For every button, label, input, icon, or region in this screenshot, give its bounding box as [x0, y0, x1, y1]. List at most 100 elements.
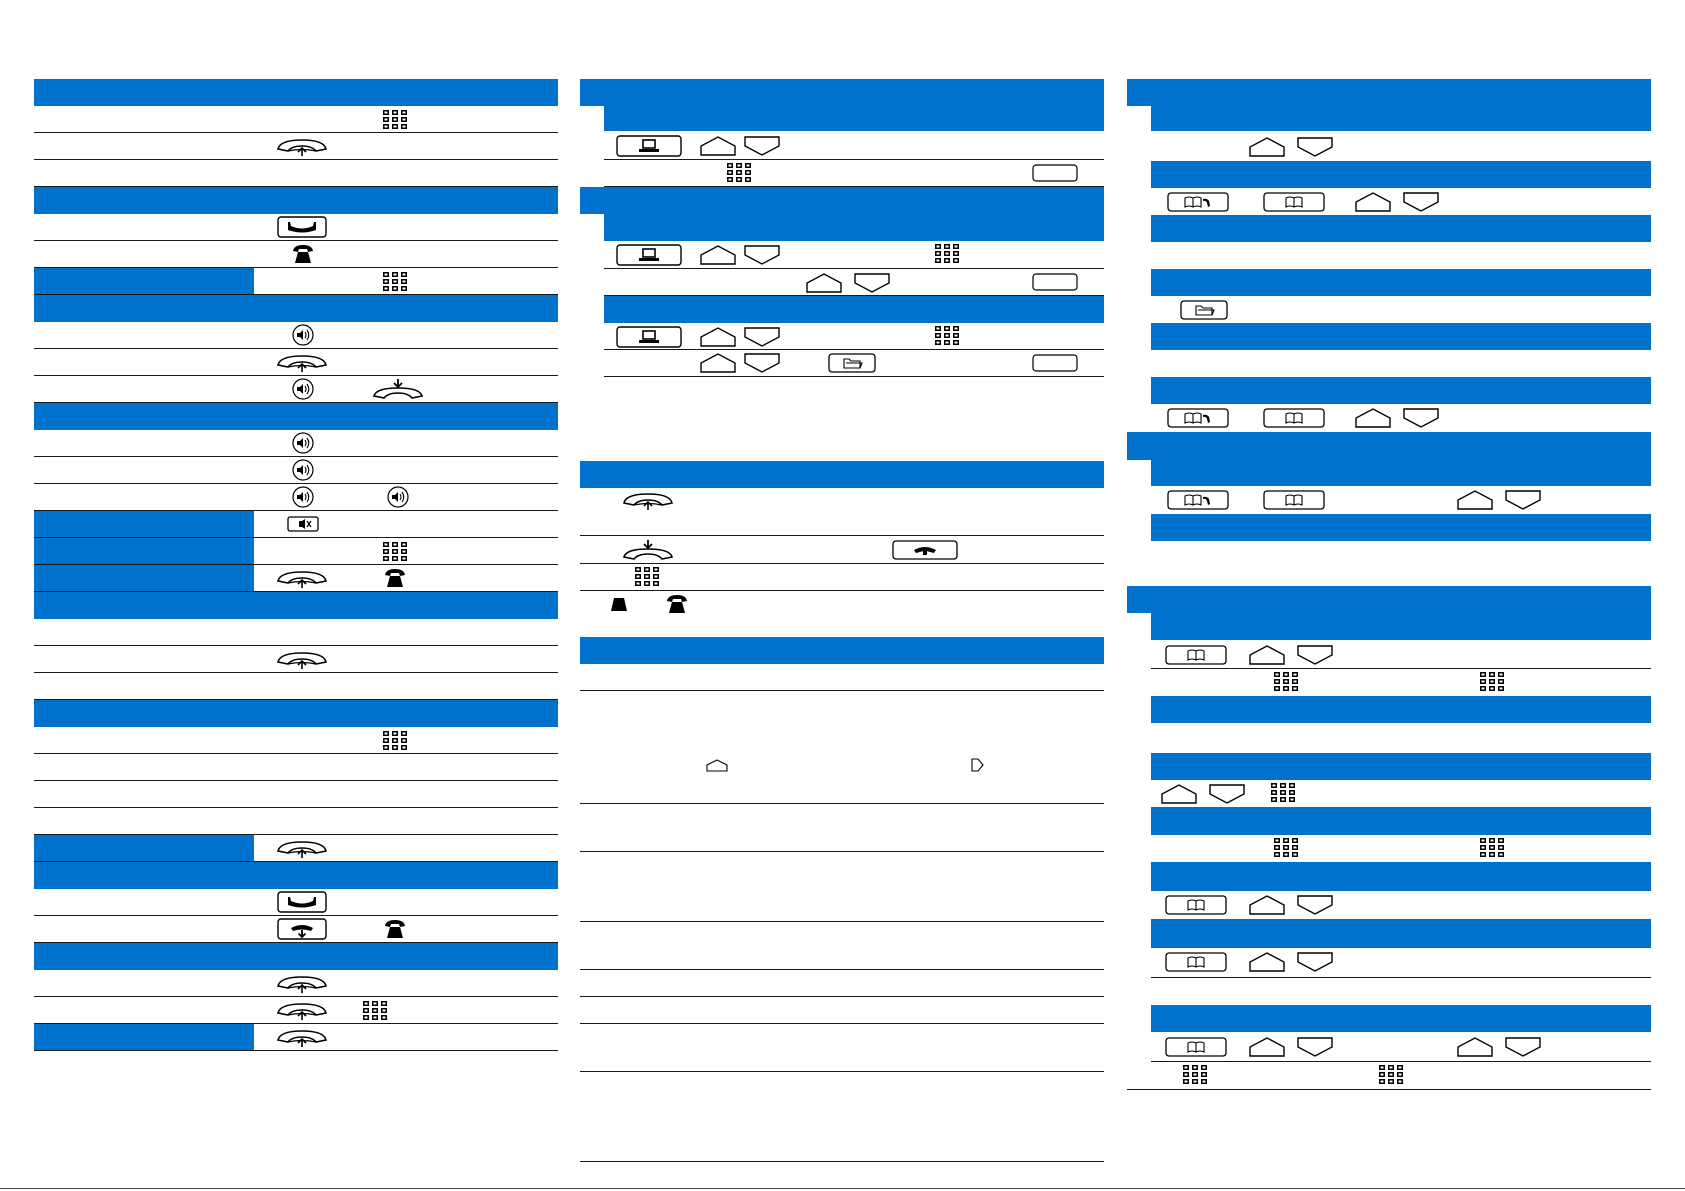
- scroll-up-key-icon: [700, 245, 736, 265]
- section-header: [34, 943, 558, 970]
- release-key-icon: [892, 540, 958, 560]
- subsection-header: [1151, 807, 1651, 835]
- subsection-header: [1151, 377, 1651, 404]
- scroll-down-key-icon: [1403, 408, 1439, 428]
- keypad-icon: [1273, 837, 1299, 859]
- replace-handset-icon: [372, 378, 424, 400]
- subsection-header: [1151, 514, 1651, 541]
- instruction-row: [34, 1024, 558, 1051]
- phonebook-key-icon: [1165, 952, 1227, 972]
- instruction-row: [1151, 669, 1651, 696]
- keypad-icon: [934, 325, 960, 347]
- speaker-icon: [292, 378, 314, 400]
- lift-handset-icon: [276, 650, 328, 670]
- row-label-bar: [34, 835, 254, 861]
- speaker-icon: [292, 324, 314, 346]
- keypad-icon: [726, 162, 752, 184]
- mute-key-icon: [287, 516, 319, 532]
- section-header: [580, 461, 1104, 488]
- instruction-row: [34, 511, 558, 538]
- phone-icon: [666, 593, 688, 615]
- release-key-icon: [277, 216, 327, 238]
- section-header: [580, 187, 1104, 214]
- instruction-row: [580, 1024, 1104, 1072]
- instruction-row: [34, 646, 558, 673]
- scroll-up-key-icon: [700, 327, 736, 347]
- instruction-row: [580, 922, 1104, 970]
- instruction-row: [604, 269, 1104, 296]
- scroll-up-key-icon: [1249, 895, 1285, 915]
- subsection-header: [1151, 613, 1651, 640]
- scroll-down-key-icon: [1297, 1037, 1333, 1057]
- instruction-row: [604, 131, 1104, 160]
- release-key-icon: [277, 891, 327, 913]
- scroll-up-key-icon: [1249, 137, 1285, 157]
- keypad-icon: [362, 1000, 388, 1022]
- scroll-up-key-icon: [1161, 784, 1197, 804]
- row-label-bar: [34, 538, 254, 564]
- soft-key-icon: [1032, 354, 1078, 372]
- instruction-row: [580, 664, 1104, 691]
- instruction-row: [34, 322, 558, 349]
- scroll-down-key-icon: [1209, 784, 1245, 804]
- keypad-icon: [1479, 837, 1505, 859]
- lift-handset-icon: [276, 1028, 328, 1048]
- scroll-down-key-icon: [1297, 952, 1333, 972]
- section-header: [34, 187, 558, 214]
- instruction-row: [1151, 242, 1651, 269]
- instruction-row: [604, 160, 1104, 187]
- keypad-icon: [634, 566, 660, 588]
- section-header: [1127, 432, 1651, 460]
- scroll-down-key-icon: [744, 353, 780, 373]
- phonebook-key-icon: [1263, 192, 1325, 212]
- subsection-header: [1151, 460, 1651, 486]
- lift-handset-icon: [276, 1001, 328, 1021]
- menu-key-icon: [616, 326, 682, 348]
- scroll-up-key-icon: [706, 759, 728, 772]
- section-header: [580, 79, 1104, 106]
- phonebook-call-key-icon: [1167, 490, 1229, 510]
- instruction-row: [580, 970, 1104, 997]
- phone-icon: [292, 243, 314, 265]
- instruction-row: [34, 835, 558, 862]
- instruction-row: [1151, 835, 1651, 862]
- row-label-bar: [34, 565, 254, 591]
- subsection-header: [604, 296, 1104, 323]
- scroll-down-key-icon: [1505, 490, 1541, 510]
- instruction-row: [34, 160, 558, 187]
- instruction-row: [34, 349, 558, 376]
- lift-handset-icon: [276, 137, 328, 157]
- section-header: [34, 592, 558, 619]
- speaker-icon: [292, 432, 314, 454]
- subsection-header: [1151, 161, 1651, 188]
- instruction-row: [34, 619, 558, 646]
- section-header: [34, 79, 558, 106]
- scroll-down-key-icon: [744, 327, 780, 347]
- phonebook-key-icon: [1165, 895, 1227, 915]
- scroll-down-key-icon: [744, 136, 780, 156]
- instruction-row: [580, 997, 1104, 1024]
- phone-icon: [384, 567, 406, 589]
- instruction-row: [580, 536, 1104, 564]
- keypad-icon: [1182, 1064, 1208, 1086]
- keypad-icon: [382, 730, 408, 752]
- scroll-up-key-icon: [1249, 952, 1285, 972]
- instruction-row: [1127, 780, 1651, 807]
- soft-key-icon: [1032, 273, 1078, 291]
- instruction-row: [34, 916, 558, 943]
- instruction-row: [1151, 404, 1651, 432]
- instruction-row: [1151, 541, 1651, 586]
- scroll-down-key-icon: [854, 273, 890, 293]
- instruction-row: [1151, 188, 1651, 215]
- instruction-row: [34, 430, 558, 457]
- section-header: [1127, 586, 1651, 613]
- keypad-icon: [382, 271, 408, 293]
- instruction-row: [580, 591, 1104, 618]
- section-header: [34, 295, 558, 322]
- page-edge-rule: [0, 1188, 1685, 1189]
- keypad-icon: [1479, 671, 1505, 693]
- subsection-header: [1151, 269, 1651, 296]
- phonebook-key-icon: [1263, 408, 1325, 428]
- subsection-header: [604, 214, 1104, 241]
- instruction-row: [34, 997, 558, 1024]
